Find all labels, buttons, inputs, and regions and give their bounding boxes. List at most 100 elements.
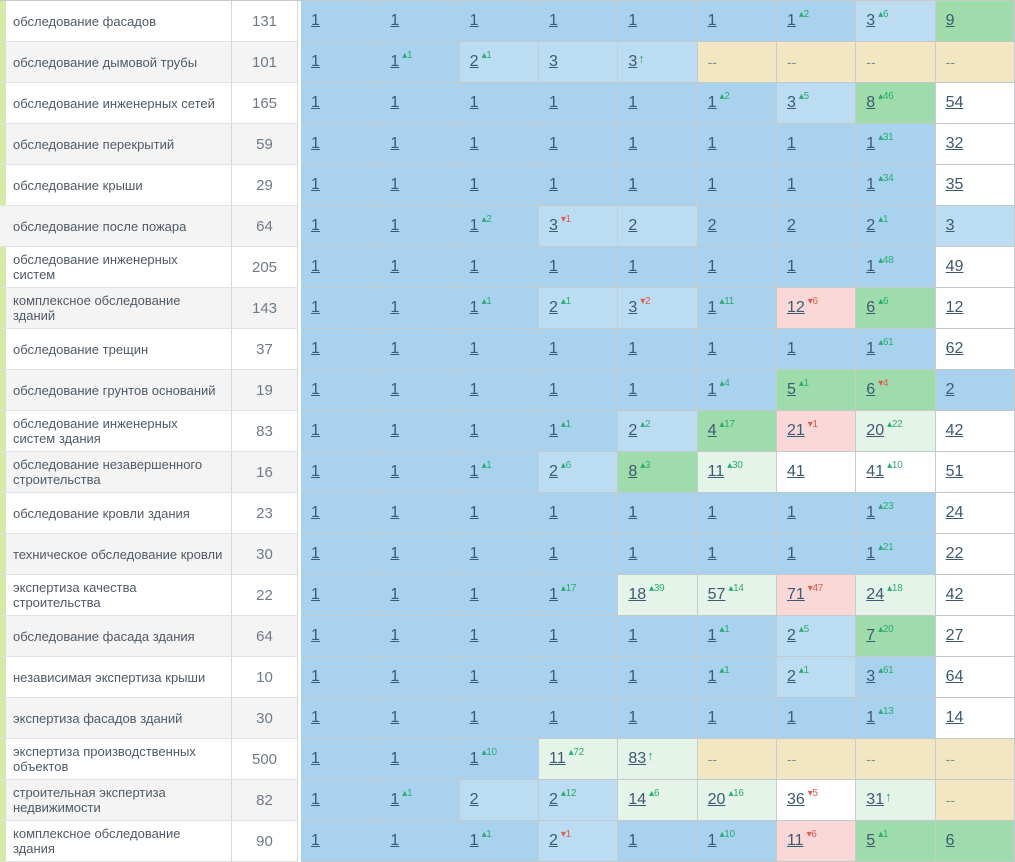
position-link[interactable]: 1 [786,135,796,152]
position-link[interactable]: 1 [707,668,717,685]
position-link[interactable]: 1 [548,12,558,29]
position-link[interactable]: 3 [548,53,558,70]
position-link[interactable]: 1 [866,545,876,562]
position-link[interactable]: 1 [707,176,717,193]
position-link[interactable]: 1 [390,299,400,316]
position-link[interactable]: 1 [866,135,876,152]
position-link[interactable]: 1 [311,709,320,726]
position-link[interactable]: 36 [786,791,805,808]
position-link[interactable]: 1 [311,217,320,234]
position-link[interactable]: 2 [548,299,558,316]
position-link[interactable]: 1 [548,668,558,685]
position-link[interactable]: 1 [469,176,479,193]
position-link[interactable]: 1 [707,299,717,316]
position-link[interactable]: 1 [390,750,400,767]
position-link[interactable]: 1 [469,340,479,357]
position-link[interactable]: 1 [707,627,717,644]
position-link[interactable]: 1 [628,832,638,849]
position-link[interactable]: 1 [469,422,479,439]
position-link[interactable]: 1 [311,545,320,562]
position-link[interactable]: 1 [311,586,320,603]
position-link[interactable]: 1 [786,12,796,29]
position-link[interactable]: 1 [707,340,717,357]
position-link[interactable]: 1 [390,12,400,29]
position-link[interactable]: 1 [311,12,320,29]
position-link[interactable]: 1 [311,463,320,480]
position-link[interactable]: 1 [548,586,558,603]
position-link[interactable]: 42 [945,422,964,439]
position-link[interactable]: 18 [628,586,647,603]
position-link[interactable]: 1 [628,258,638,275]
position-link[interactable]: 1 [707,94,717,111]
position-link[interactable]: 3 [866,668,876,685]
position-link[interactable]: 1 [390,545,400,562]
position-link[interactable]: 1 [628,135,638,152]
position-link[interactable]: 8 [866,94,876,111]
position-link[interactable]: 11 [786,832,804,849]
position-link[interactable]: 1 [628,627,638,644]
position-link[interactable]: 1 [628,340,638,357]
position-link[interactable]: 1 [866,258,876,275]
position-link[interactable]: 1 [390,135,400,152]
position-link[interactable]: 1 [548,94,558,111]
position-link[interactable]: 8 [628,463,638,480]
position-link[interactable]: 1 [390,586,400,603]
position-link[interactable]: 71 [786,586,805,603]
position-link[interactable]: 35 [945,176,964,193]
position-link[interactable]: 1 [311,53,320,70]
position-link[interactable]: 1 [469,504,479,521]
position-link[interactable]: 3 [628,53,638,70]
position-link[interactable]: 3 [548,217,558,234]
position-link[interactable]: 1 [707,832,717,849]
position-link[interactable]: 1 [469,545,479,562]
position-link[interactable]: 1 [390,217,400,234]
position-link[interactable]: 24 [945,504,964,521]
position-link[interactable]: 20 [707,791,726,808]
position-link[interactable]: 1 [469,135,479,152]
position-link[interactable]: 2 [707,217,717,234]
position-link[interactable]: 2 [628,217,638,234]
position-link[interactable]: 1 [390,176,400,193]
position-link[interactable]: 1 [628,94,638,111]
position-link[interactable]: 1 [866,176,876,193]
position-link[interactable]: 1 [469,217,479,234]
position-link[interactable]: 14 [945,709,964,726]
position-link[interactable]: 1 [311,504,320,521]
position-link[interactable]: 1 [311,627,320,644]
position-link[interactable]: 1 [469,750,479,767]
position-link[interactable]: 1 [469,832,479,849]
position-link[interactable]: 1 [390,504,400,521]
position-link[interactable]: 2 [945,381,955,398]
position-link[interactable]: 2 [548,832,558,849]
position-link[interactable]: 3 [866,12,876,29]
position-link[interactable]: 1 [628,12,638,29]
position-link[interactable]: 3 [945,217,955,234]
position-link[interactable]: 1 [311,258,320,275]
position-link[interactable]: 1 [311,422,320,439]
position-link[interactable]: 1 [311,750,320,767]
position-link[interactable]: 1 [548,340,558,357]
position-link[interactable]: 11 [548,750,566,767]
position-link[interactable]: 1 [548,504,558,521]
position-link[interactable]: 62 [945,340,964,357]
position-link[interactable]: 1 [628,545,638,562]
position-link[interactable]: 1 [390,422,400,439]
position-link[interactable]: 41 [866,463,885,480]
position-link[interactable]: 1 [548,381,558,398]
position-link[interactable]: 1 [390,258,400,275]
position-link[interactable]: 5 [866,832,876,849]
position-link[interactable]: 2 [469,791,479,808]
position-link[interactable]: 1 [311,299,320,316]
position-link[interactable]: 1 [707,709,717,726]
position-link[interactable]: 1 [707,135,717,152]
position-link[interactable]: 2 [548,463,558,480]
position-link[interactable]: 54 [945,94,964,111]
position-link[interactable]: 1 [786,709,796,726]
position-link[interactable]: 1 [390,53,400,70]
position-link[interactable]: 2 [786,627,796,644]
position-link[interactable]: 22 [945,545,964,562]
position-link[interactable]: 1 [628,504,638,521]
position-link[interactable]: 49 [945,258,964,275]
position-link[interactable]: 1 [707,12,717,29]
position-link[interactable]: 5 [786,381,796,398]
